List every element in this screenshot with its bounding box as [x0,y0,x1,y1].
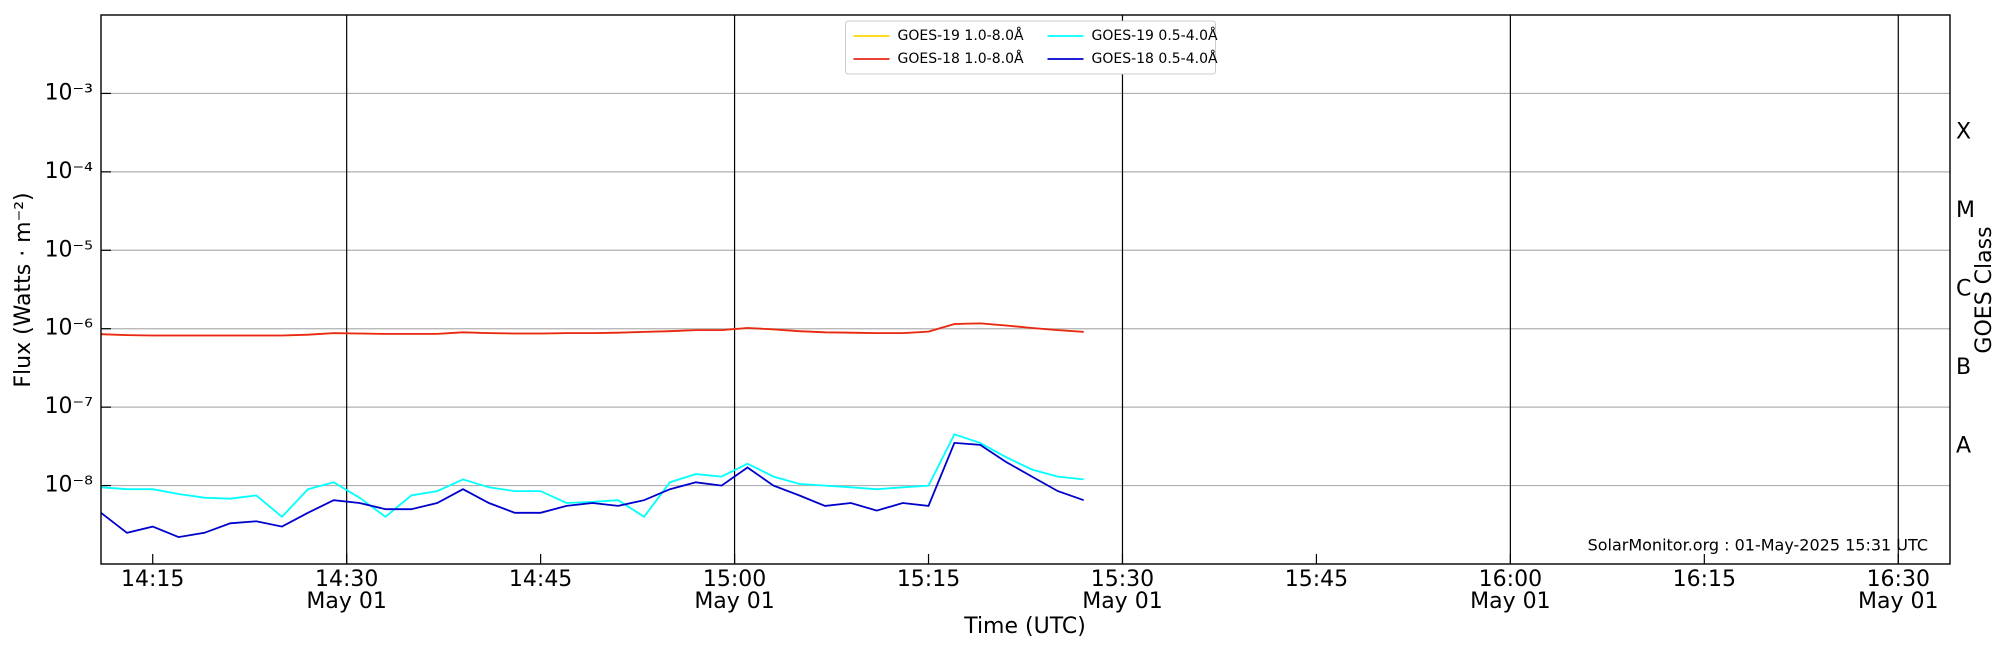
legend-label: GOES-19 1.0-8.0Å [898,27,1024,44]
plot-frame [100,14,1951,565]
y2-tick-label: M [1956,198,1975,223]
x-tick-label: 15:00 [703,567,766,592]
legend-box [845,20,1216,75]
y-tick-label: 10⁻⁵ [45,237,93,262]
x-tick-date: May 01 [1858,589,1938,614]
x-tick-label: 16:15 [1673,567,1736,592]
x-axis-label: Time (UTC) [963,614,1086,639]
y-tick-label: 10⁻⁶ [45,316,94,341]
y2-tick-label: X [1956,120,1971,145]
annotation: SolarMonitor.org : 01-May-2025 15:31 UTC [1588,536,1928,555]
x-tick-label: 15:30 [1091,567,1154,592]
x-tick-label: 14:15 [121,567,184,592]
x-tick-label: 16:00 [1479,567,1542,592]
x-tick-date: May 01 [694,589,774,614]
series-line [100,322,1084,337]
legend-label: GOES-18 0.5-4.0Å [1092,50,1218,67]
y2-tick-label: C [1956,277,1971,302]
x-tick-label: 14:30 [315,567,378,592]
y2-tick-label: A [1956,433,1971,458]
series-line [100,441,1084,539]
x-tick-label: 15:45 [1285,567,1348,592]
series-line [100,433,1084,519]
y2-tick-label: B [1956,355,1971,380]
y-tick-label: 10⁻³ [45,80,93,105]
y-axis-label: Flux (Watts · m⁻²) [11,192,36,387]
legend-label: GOES-19 0.5-4.0Å [1092,27,1218,44]
x-tick-date: May 01 [1470,589,1550,614]
x-tick-date: May 01 [306,589,386,614]
x-tick-date: May 01 [1082,589,1162,614]
y2-axis-label: GOES Class [1972,226,1997,353]
x-tick-label: 14:45 [509,567,572,592]
y-tick-label: 10⁻⁸ [45,473,94,498]
y-tick-label: 10⁻⁴ [45,159,94,184]
legend-label: GOES-18 1.0-8.0Å [898,50,1024,67]
x-tick-label: 16:30 [1867,567,1930,592]
x-tick-label: 15:15 [897,567,960,592]
y-tick-label: 10⁻⁷ [45,394,93,419]
